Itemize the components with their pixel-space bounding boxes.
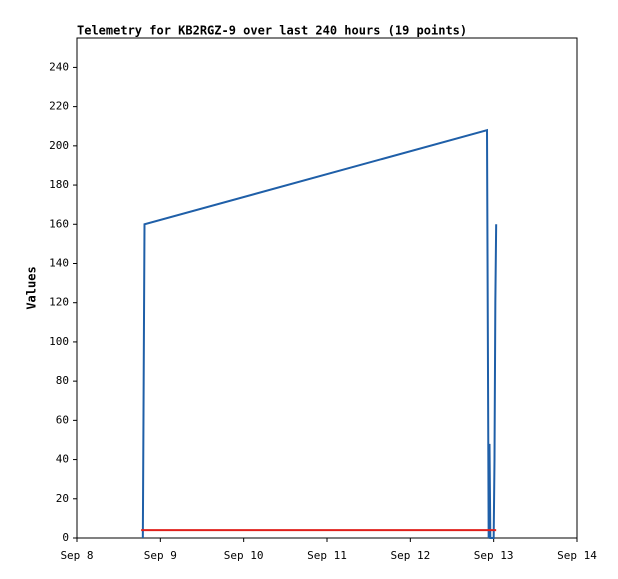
y-tick-label: 120 xyxy=(49,296,69,309)
y-tick-label: 100 xyxy=(49,335,69,348)
series-line xyxy=(141,128,498,539)
y-tick-label: 80 xyxy=(56,374,69,387)
x-tick-label: Sep 9 xyxy=(144,549,177,562)
y-tick-label: 140 xyxy=(49,256,69,269)
y-tick-label: 20 xyxy=(56,492,69,505)
y-tick-label: 40 xyxy=(56,453,69,466)
y-tick-label: 240 xyxy=(49,60,69,73)
y-tick-label: 160 xyxy=(49,217,69,230)
plot-frame xyxy=(76,37,578,539)
y-tick-label: 60 xyxy=(56,413,69,426)
y-axis-label: Values xyxy=(25,266,39,309)
y-tick-label: 180 xyxy=(49,178,69,191)
x-tick-label: Sep 8 xyxy=(60,549,93,562)
x-tick-label: Sep 12 xyxy=(390,549,430,562)
x-tick-label: Sep 10 xyxy=(224,549,264,562)
y-tick-label: 0 xyxy=(62,531,69,544)
y-tick-label: 200 xyxy=(49,139,69,152)
chart-title: Telemetry for KB2RGZ-9 over last 240 hou… xyxy=(77,24,467,38)
x-tick-label: Sep 14 xyxy=(557,549,597,562)
x-tick-label: Sep 11 xyxy=(307,549,347,562)
x-tick-label: Sep 13 xyxy=(474,549,514,562)
y-tick-label: 220 xyxy=(49,100,69,113)
